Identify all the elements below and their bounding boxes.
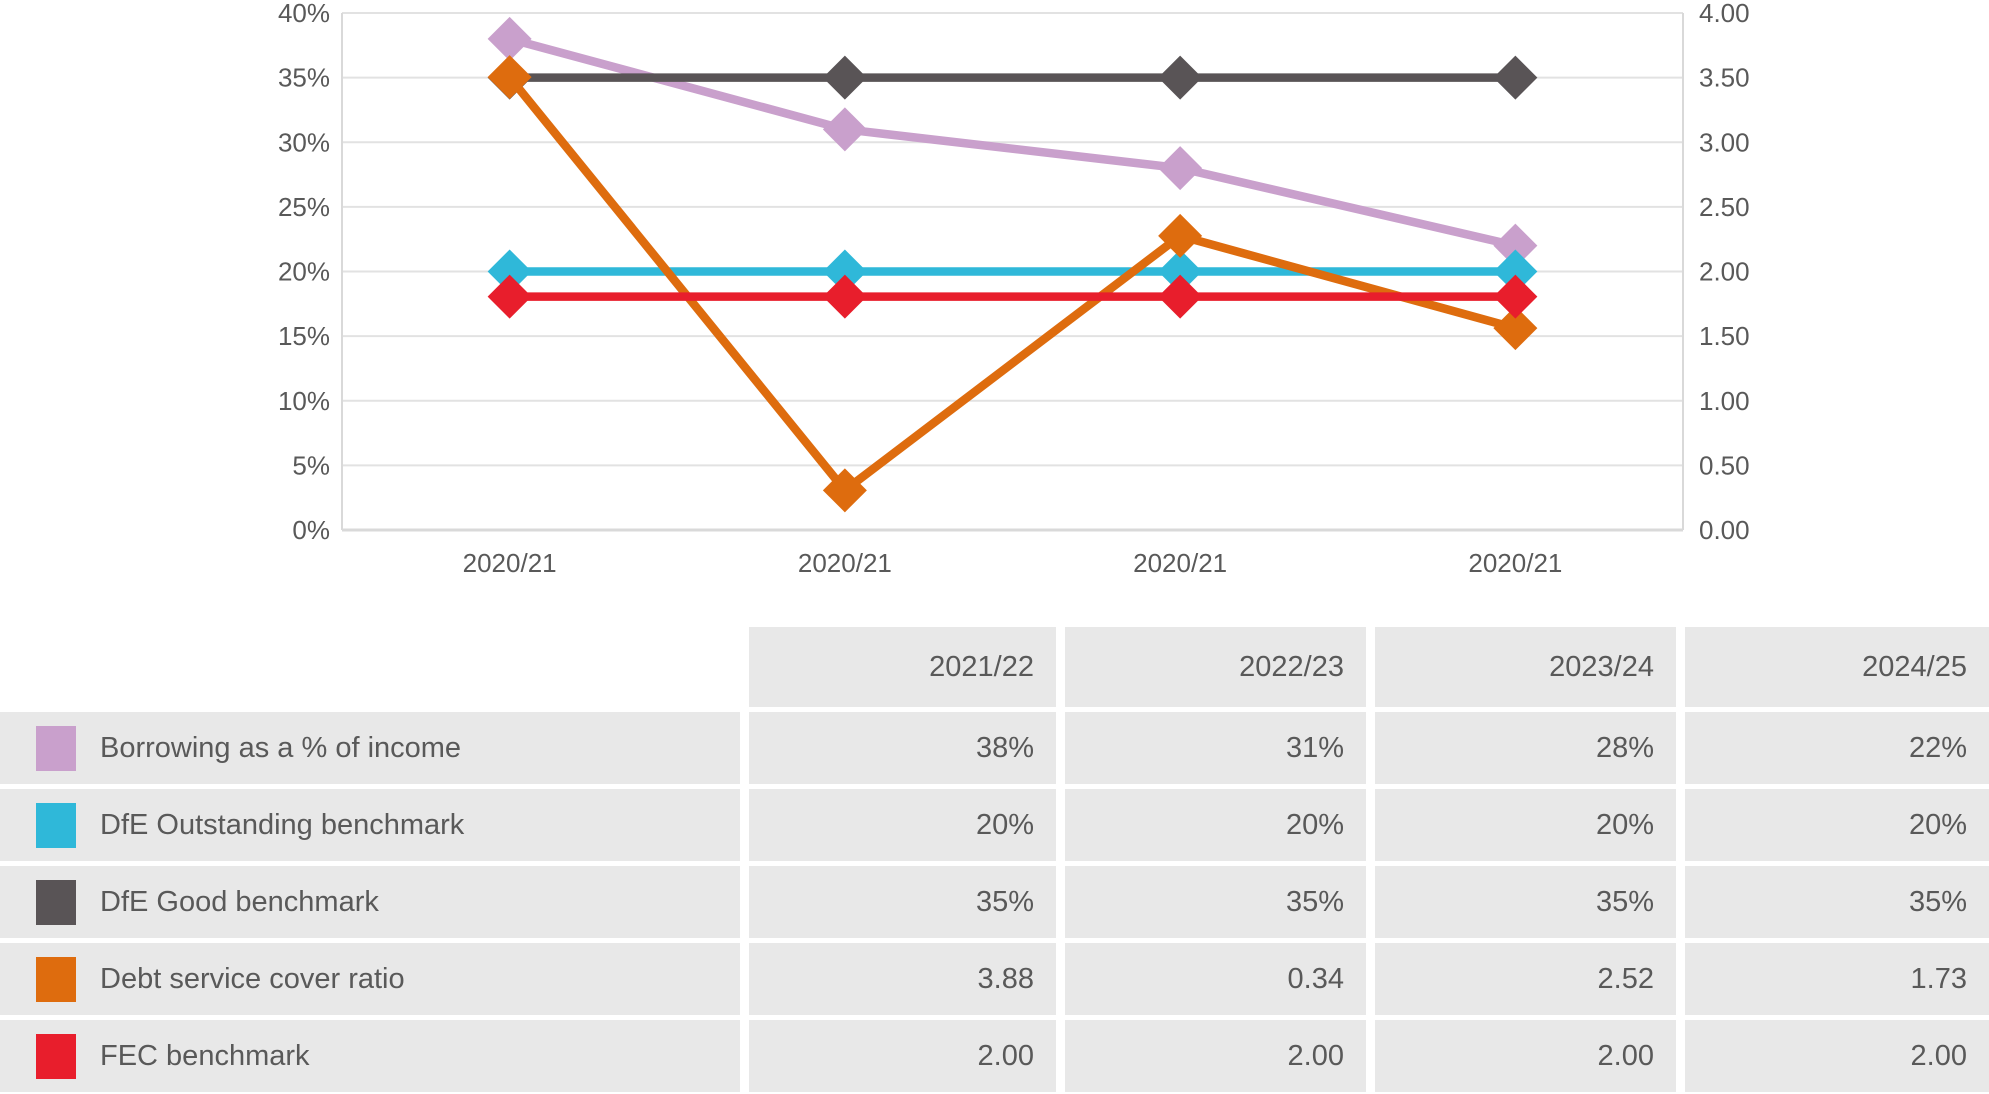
table-value: 20% xyxy=(1065,789,1366,861)
x-axis-label: 2020/21 xyxy=(798,548,892,578)
series-marker-debt-service-cover-ratio xyxy=(1158,213,1203,258)
right-axis-tick: 2.00 xyxy=(1699,257,1750,287)
table-corner-cell xyxy=(0,627,740,707)
series-marker-dfe-outstanding-benchmark xyxy=(822,249,867,294)
right-axis-tick: 3.00 xyxy=(1699,127,1750,157)
series-marker-dfe-outstanding-benchmark xyxy=(1493,249,1538,294)
left-axis-tick: 10% xyxy=(278,386,330,416)
row-label-cell: FEC benchmark xyxy=(0,1020,740,1092)
legend-swatch-borrowing xyxy=(36,725,76,771)
series-marker-debt-service-cover-ratio xyxy=(1493,306,1538,351)
series-marker-fec-benchmark xyxy=(822,274,867,319)
left-axis-tick: 30% xyxy=(278,127,330,157)
x-axis-label: 2020/21 xyxy=(1468,548,1562,578)
series-marker-borrowing-as-a-of-income xyxy=(1158,146,1203,191)
table-value: 0.34 xyxy=(1065,943,1366,1015)
table-value: 31% xyxy=(1065,712,1366,784)
line-chart: 40% 35% 30% 25% 20% 15% 10% 5% 0% 4.00 3.50 3.00 2.5… xyxy=(278,0,1750,578)
series-marker-dfe-good-benchmark xyxy=(1493,55,1538,100)
table-header-row: 2021/22 2022/23 2023/24 2024/25 xyxy=(0,627,1989,707)
series-marker-debt-service-cover-ratio xyxy=(822,468,867,513)
right-axis-tick: 2.50 xyxy=(1699,192,1750,222)
series-marker-borrowing-as-a-of-income xyxy=(1493,223,1538,268)
series-marker-fec-benchmark xyxy=(487,274,532,319)
table-value: 2.00 xyxy=(749,1020,1056,1092)
column-header: 2023/24 xyxy=(1375,627,1676,707)
legend-swatch-dfe-good xyxy=(36,879,76,925)
table-value: 35% xyxy=(1375,866,1676,938)
table-value: 22% xyxy=(1685,712,1989,784)
legend-swatch-dfe-outstanding xyxy=(36,802,76,848)
legend-swatch-debt-service xyxy=(36,956,76,1002)
series-line-debt-service-cover-ratio xyxy=(506,74,1517,495)
left-axis-tick: 25% xyxy=(278,192,330,222)
column-header: 2022/23 xyxy=(1065,627,1366,707)
table-value: 28% xyxy=(1375,712,1676,784)
table-row: Borrowing as a % of income 38% 31% 28% 2… xyxy=(0,712,1989,784)
series-marker-dfe-good-benchmark xyxy=(822,55,867,100)
left-axis-tick: 15% xyxy=(278,321,330,351)
table-value: 38% xyxy=(749,712,1056,784)
right-axis-tick: 0.50 xyxy=(1699,450,1750,480)
row-label-cell: Debt service cover ratio xyxy=(0,943,740,1015)
table-row: Debt service cover ratio 3.88 0.34 2.52 … xyxy=(0,943,1989,1015)
left-axis-tick: 0% xyxy=(292,515,330,545)
series-marker-dfe-outstanding-benchmark xyxy=(487,249,532,294)
x-axis-label: 2020/21 xyxy=(1133,548,1227,578)
right-axis-tick: 4.00 xyxy=(1699,0,1750,28)
table-value: 20% xyxy=(1375,789,1676,861)
table-value: 35% xyxy=(1685,866,1989,938)
right-axis-tick: 1.00 xyxy=(1699,386,1750,416)
series-marker-fec-benchmark xyxy=(1493,274,1538,319)
table-value: 1.73 xyxy=(1685,943,1989,1015)
row-label: DfE Good benchmark xyxy=(100,885,379,918)
row-label: Debt service cover ratio xyxy=(100,962,405,995)
series-marker-borrowing-as-a-of-income xyxy=(822,107,867,152)
table-value: 2.00 xyxy=(1065,1020,1366,1092)
left-axis-tick: 35% xyxy=(278,63,330,93)
series-marker-debt-service-cover-ratio xyxy=(487,55,532,100)
table-value: 3.88 xyxy=(749,943,1056,1015)
table-value: 35% xyxy=(749,866,1056,938)
table-row: DfE Outstanding benchmark 20% 20% 20% 20… xyxy=(0,789,1989,861)
row-label: FEC benchmark xyxy=(100,1039,310,1072)
series-marker-dfe-good-benchmark xyxy=(1158,55,1203,100)
right-axis-tick: 0.00 xyxy=(1699,515,1750,545)
table-value: 20% xyxy=(749,789,1056,861)
table-value: 35% xyxy=(1065,866,1366,938)
row-label: DfE Outstanding benchmark xyxy=(100,808,465,841)
series-marker-borrowing-as-a-of-income xyxy=(487,16,532,61)
series-marker-fec-benchmark xyxy=(1158,274,1203,319)
right-axis-tick: 1.50 xyxy=(1699,321,1750,351)
column-header: 2021/22 xyxy=(749,627,1056,707)
x-axis-label: 2020/21 xyxy=(463,548,557,578)
table-value: 2.52 xyxy=(1375,943,1676,1015)
left-axis-tick: 20% xyxy=(278,257,330,287)
right-axis-tick: 3.50 xyxy=(1699,63,1750,93)
row-label-cell: Borrowing as a % of income xyxy=(0,712,740,784)
table-value: 2.00 xyxy=(1685,1020,1989,1092)
series-marker-dfe-outstanding-benchmark xyxy=(1158,249,1203,294)
table-row: FEC benchmark 2.00 2.00 2.00 2.00 xyxy=(0,1020,1989,1092)
row-label-cell: DfE Good benchmark xyxy=(0,866,740,938)
row-label-cell: DfE Outstanding benchmark xyxy=(0,789,740,861)
data-table: 2021/22 2022/23 2023/24 2024/25 Borrowin… xyxy=(0,627,1989,1092)
table-row: DfE Good benchmark 35% 35% 35% 35% xyxy=(0,866,1989,938)
left-axis-tick: 5% xyxy=(292,450,330,480)
column-header: 2024/25 xyxy=(1685,627,1989,707)
row-label: Borrowing as a % of income xyxy=(100,731,462,764)
legend-swatch-fec xyxy=(36,1033,76,1079)
series-line-borrowing-as-a-of-income xyxy=(508,34,1517,250)
table-value: 20% xyxy=(1685,789,1989,861)
left-axis-tick: 40% xyxy=(278,0,330,28)
table-value: 2.00 xyxy=(1375,1020,1676,1092)
